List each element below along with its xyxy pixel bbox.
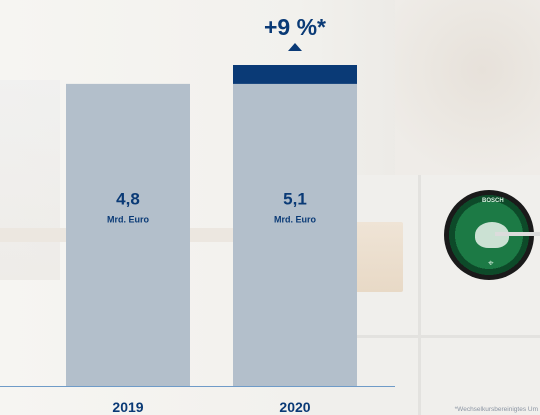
value-label: 5,1: [283, 190, 307, 209]
change-label: +9 %*: [264, 14, 326, 40]
background-shadow: [0, 80, 60, 280]
footnote: *Wechselkursbereinigtes Um: [454, 406, 538, 413]
bar-increment-2020: [233, 65, 357, 84]
background-plaster: [395, 0, 540, 175]
value-label: 4,8: [116, 190, 140, 209]
bar-2020: [233, 65, 357, 386]
device-brand-label: BOSCH: [482, 198, 504, 204]
unit-label: Mrd. Euro: [274, 215, 317, 225]
bar-2019: [66, 83, 190, 386]
x-tick-label: 2019: [112, 399, 143, 415]
background-shelf: [355, 222, 403, 292]
unit-label: Mrd. Euro: [107, 215, 150, 225]
x-tick-label: 2020: [279, 399, 310, 415]
device-target-icon: ⌖: [488, 258, 494, 269]
up-arrow-icon: [288, 43, 302, 51]
device-laser-beam: [495, 232, 540, 236]
